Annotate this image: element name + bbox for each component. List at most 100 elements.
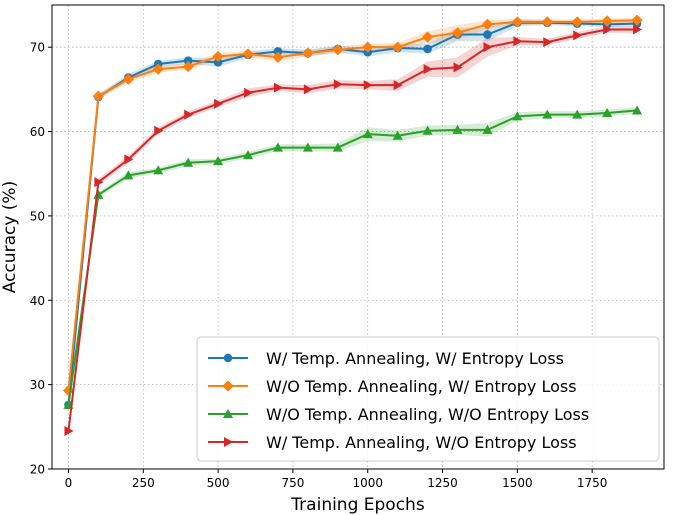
data-point-diamond [631,14,643,26]
data-point-circle [183,56,193,65]
data-point-triangle-right [303,84,313,95]
data-point-triangle-up [512,111,523,121]
x-tick-label: 1000 [352,476,383,490]
data-point-triangle-right [64,426,74,437]
data-point-diamond [122,73,134,85]
data-point-triangle-up [542,109,553,119]
data-point-triangle-right [633,24,643,35]
data-point-triangle-right [573,30,583,41]
data-point-diamond [152,63,164,75]
data-point-circle [223,353,233,363]
data-point-diamond [481,18,494,31]
data-point-triangle-right [483,42,493,53]
series-3 [63,105,643,409]
x-axis-title: Training Epochs [290,495,425,515]
data-point-circle [483,30,492,39]
data-point-triangle-right [543,37,553,48]
data-point-triangle-up [272,142,283,152]
data-point-triangle-up [223,408,233,418]
data-point-triangle-right [423,64,433,75]
data-point-triangle-up [422,125,433,135]
legend-item: W/O Temp. Annealing, W/O Entropy Loss [208,405,589,424]
data-point-triangle-up [392,130,403,140]
data-point-diamond [62,384,75,397]
data-point-triangle-up [362,128,373,139]
y-axis-ticks: 20 30 40 50 60 70 [30,41,52,477]
data-point-triangle-up [452,124,463,134]
y-tick-label: 50 [30,209,45,223]
series-2 [62,14,643,397]
legend-label: W/O Temp. Annealing, W/ Entropy Loss [266,377,577,396]
data-point-triangle-right [184,109,194,120]
legend-label: W/ Temp. Annealing, W/O Entropy Loss [266,433,577,452]
x-axis-ticks: 0 250 500 750 1000 1250 1500 1750 [65,469,608,490]
data-point-diamond [601,15,613,27]
data-point-diamond [392,41,404,53]
legend-item: W/ Temp. Annealing, W/O Entropy Loss [208,433,577,452]
legend-label: W/O Temp. Annealing, W/O Entropy Loss [266,405,589,424]
data-point-triangle-right [393,80,403,91]
data-point-triangle-right [603,24,613,35]
data-point-triangle-right [214,98,224,109]
data-point-diamond [242,48,254,60]
data-point-triangle-right [244,87,254,98]
data-point-diamond [362,41,374,53]
x-tick-label: 250 [132,476,155,490]
data-point-triangle-right [363,80,373,91]
plot-frame [51,4,665,470]
data-point-triangle-right [273,82,284,93]
data-point-triangle-up [302,142,313,152]
data-point-triangle-up [482,124,493,134]
y-axis-title: Accuracy (%) [0,181,20,293]
legend-box [196,336,660,462]
x-tick-label: 750 [281,476,304,490]
x-tick-label: 500 [207,476,230,490]
data-point-diamond [302,47,314,59]
y-tick-label: 70 [30,41,45,55]
y-tick-label: 20 [30,463,45,477]
grid [52,5,664,470]
data-point-circle [273,47,283,56]
data-point-triangle-up [632,105,643,115]
y-tick-label: 30 [30,378,45,392]
series-lines [62,14,643,437]
x-tick-label: 1250 [427,476,458,490]
data-point-triangle-up [213,155,224,166]
x-tick-label: 1750 [577,476,608,490]
data-point-triangle-right [124,154,134,165]
data-point-diamond [332,44,344,56]
data-point-diamond [92,90,104,102]
data-point-triangle-right [154,125,164,136]
data-point-diamond [272,51,284,63]
data-point-diamond [222,380,234,392]
data-point-triangle-right [94,177,104,188]
data-point-triangle-right [333,79,343,90]
data-point-triangle-up [572,109,583,119]
data-point-circle [213,58,223,67]
data-point-triangle-up [183,157,194,167]
data-point-diamond [421,31,434,43]
data-point-triangle-up [602,107,613,117]
data-point-diamond [511,16,523,28]
data-point-diamond [571,16,583,28]
series-line [67,28,638,432]
data-point-triangle-up [153,165,164,175]
x-tick-label: 0 [65,476,73,490]
data-point-triangle-right [453,62,463,73]
data-point-triangle-right [224,437,234,447]
data-point-diamond [182,60,194,73]
x-tick-label: 1500 [502,476,533,490]
data-point-triangle-up [332,142,343,152]
data-point-diamond [451,27,464,39]
series-line [67,109,638,406]
y-tick-label: 60 [30,125,45,139]
legend-item: W/ Temp. Annealing, W/ Entropy Loss [208,349,564,368]
data-point-diamond [541,16,553,28]
series-4 [64,24,643,437]
legend-label: W/ Temp. Annealing, W/ Entropy Loss [266,349,564,368]
data-point-circle [423,44,432,54]
y-tick-label: 40 [30,294,45,308]
data-point-triangle-up [123,170,134,180]
